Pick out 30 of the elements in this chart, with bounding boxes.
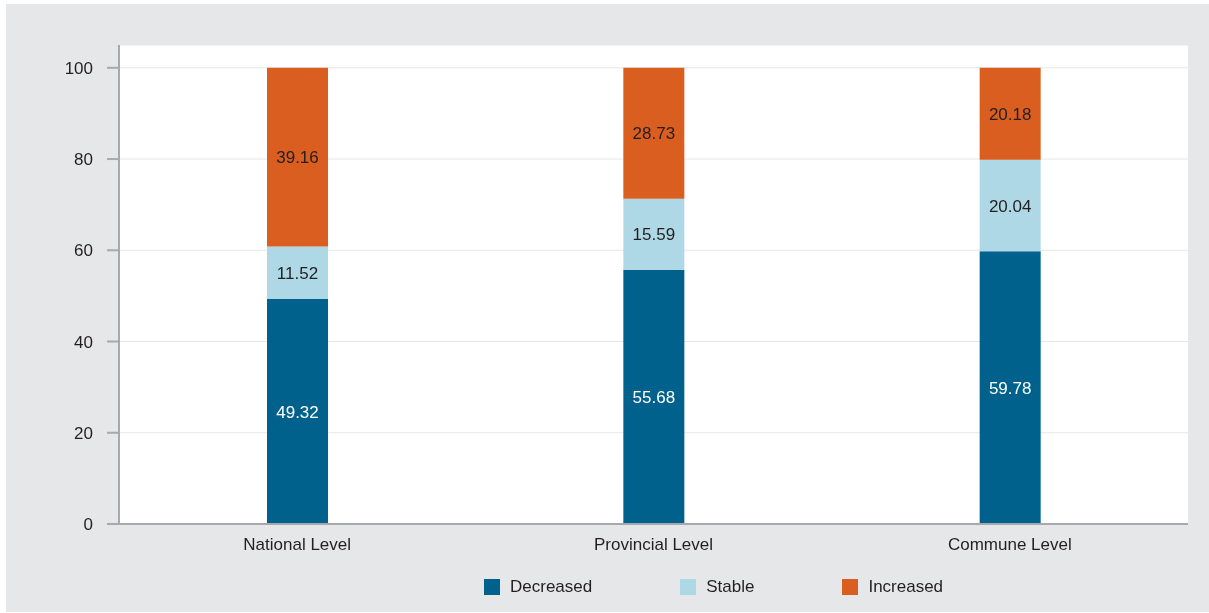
legend-label: Stable — [706, 577, 755, 597]
x-tick-label: National Level — [243, 535, 352, 555]
bar — [979, 67, 1041, 160]
bar — [623, 269, 685, 524]
y-tick-label: 0 — [83, 515, 93, 535]
y-tick-label: 80 — [74, 150, 93, 170]
data-label: 49.32 — [276, 402, 319, 422]
data-label: 11.52 — [276, 263, 319, 283]
bar — [267, 299, 328, 524]
data-label: 55.68 — [632, 388, 676, 408]
data-label: 39.16 — [276, 148, 319, 168]
y-tick-label: 60 — [74, 241, 93, 261]
y-tick-label: 20 — [74, 423, 93, 443]
bar — [623, 67, 685, 199]
y-tick-label: 100 — [64, 58, 93, 78]
bar — [267, 246, 328, 300]
data-label: 15.59 — [632, 225, 676, 245]
bar — [979, 251, 1041, 524]
y-tick-label: 40 — [74, 332, 93, 352]
bar — [267, 67, 328, 247]
bar — [623, 198, 685, 270]
x-tick-label: Commune Level — [947, 535, 1072, 555]
data-label: 20.18 — [988, 104, 1032, 124]
data-label: 59.78 — [988, 378, 1032, 398]
data-label: 20.04 — [988, 196, 1032, 216]
data-label: 28.73 — [632, 124, 676, 144]
legend-label: Decreased — [510, 577, 593, 597]
x-tick-label: Provincial Level — [593, 535, 714, 555]
bar — [979, 159, 1041, 252]
legend-label: Increased — [868, 577, 944, 597]
